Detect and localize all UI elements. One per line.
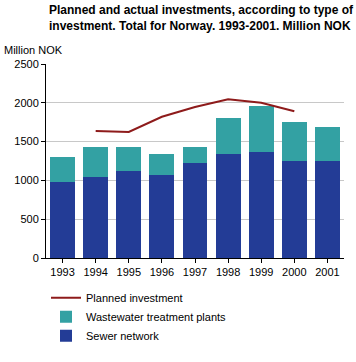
svg-text:1999: 1999 (249, 266, 273, 278)
svg-text:Planned investment: Planned investment (86, 292, 183, 304)
svg-text:1993: 1993 (50, 266, 74, 278)
svg-text:500: 500 (20, 213, 38, 225)
svg-text:1500: 1500 (14, 135, 38, 147)
svg-text:2000: 2000 (282, 266, 306, 278)
svg-text:0: 0 (33, 252, 39, 264)
svg-text:1997: 1997 (183, 266, 207, 278)
svg-text:Wastewater treatment plants: Wastewater treatment plants (86, 311, 226, 323)
svg-text:2500: 2500 (14, 58, 38, 70)
svg-text:1000: 1000 (14, 174, 38, 186)
svg-text:2000: 2000 (14, 97, 38, 109)
svg-text:Million NOK: Million NOK (4, 44, 63, 56)
svg-text:1995: 1995 (117, 266, 141, 278)
svg-text:1998: 1998 (216, 266, 240, 278)
svg-text:2001: 2001 (315, 266, 339, 278)
svg-text:1996: 1996 (150, 266, 174, 278)
svg-text:Sewer network: Sewer network (86, 330, 159, 342)
svg-text:1994: 1994 (83, 266, 107, 278)
svg-text:Planned and actual investments: Planned and actual investments, accordin… (49, 3, 354, 33)
